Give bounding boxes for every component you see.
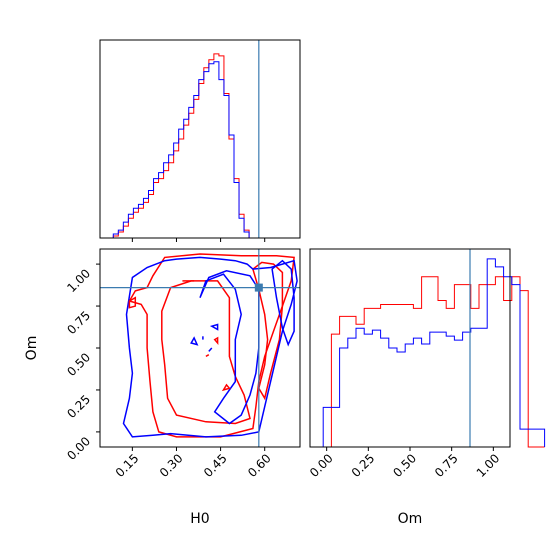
contour-9 [221, 383, 231, 392]
contour-x-tick-label-3: 0.60 [245, 451, 274, 480]
contour-x-tick-label-0: 0.15 [113, 451, 142, 480]
histogram-series-0 [315, 276, 545, 448]
panel-hist-om: 0.00 0.25 0.50 0.75 1.00 Om [307, 248, 546, 527]
contour-2 [252, 261, 284, 401]
hist-h0-frame [99, 39, 301, 239]
hist-om-x-ticks: 0.00 0.25 0.50 0.75 1.00 [307, 447, 502, 480]
hist-om-series [315, 258, 546, 448]
contour-4 [199, 270, 260, 425]
contour-12 [209, 323, 219, 331]
hist-om-x-tick-label-4: 1.00 [474, 451, 503, 480]
panel-hist-h0 [99, 39, 301, 242]
contour-11 [190, 336, 199, 346]
hist-om-x-tick-label-2: 0.50 [390, 451, 419, 480]
contour-y-tick-label-2: 0.50 [64, 350, 93, 379]
hist-om-x-tick-label-0: 0.00 [307, 451, 336, 480]
histogram-series-1 [315, 258, 546, 448]
hist-om-x-tick-label-1: 0.25 [349, 451, 378, 480]
x-axis-label-h0: H0 [190, 511, 209, 527]
histogram-series-1 [112, 61, 250, 238]
contour-6 [128, 296, 137, 309]
truth-marker [254, 283, 263, 292]
hist-om-x-tick-label-3: 0.75 [432, 451, 461, 480]
contour-7 [213, 336, 219, 346]
histogram-series-0 [112, 53, 250, 238]
contour-x-tick-label-2: 0.45 [201, 451, 230, 480]
contour-x-tick-label-1: 0.30 [157, 451, 186, 480]
contour-1 [161, 280, 251, 425]
contour-5 [271, 259, 295, 347]
contour-13 [208, 347, 213, 352]
contour-y-tick-label-3: 0.75 [64, 308, 93, 337]
hist-h0-series [112, 53, 250, 238]
contour-lines [122, 253, 298, 438]
contour-y-tick-label-4: 1.00 [64, 266, 93, 295]
contour-y-tick-label-0: 0.00 [64, 434, 93, 463]
contour-y-ticks: 0.00 0.25 0.50 0.75 1.00 [64, 263, 100, 463]
contour-8 [205, 354, 210, 358]
contour-y-tick-label-1: 0.25 [64, 392, 93, 421]
panel-scatter-h0-om: 0.15 0.30 0.45 0.60 0.00 0.25 0.50 0.75 1.00 H0… [24, 248, 301, 527]
y-axis-label-om: Om [24, 336, 40, 361]
x-axis-label-om: Om [398, 511, 423, 527]
hist-h0-ticks [131, 238, 266, 242]
contour-x-ticks: 0.15 0.30 0.45 0.60 [113, 447, 274, 480]
